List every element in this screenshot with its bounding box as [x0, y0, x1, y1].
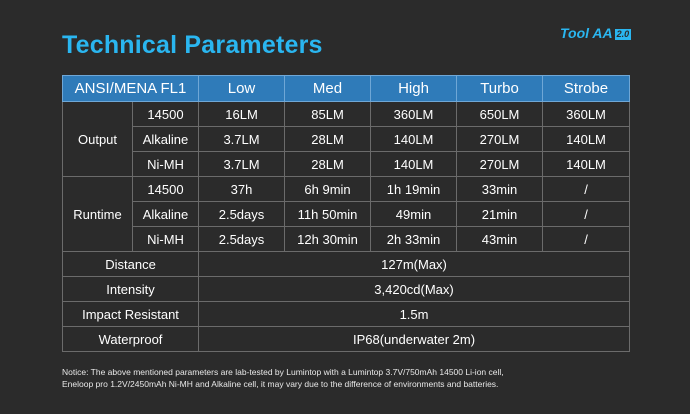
table-cell: 2h 33min [370, 226, 458, 252]
notice-line: Eneloop pro 1.2V/2450mAh Ni-MH and Alkal… [62, 379, 499, 389]
waterproof-label: Waterproof [61, 326, 200, 352]
output-group-label: Output [62, 101, 133, 177]
impact-resistant-label: Impact Resistant [61, 301, 200, 327]
table-cell: 360LM [542, 101, 631, 127]
header-turbo: Turbo [456, 75, 544, 102]
table-cell: 270LM [456, 126, 544, 152]
table-cell: 21min [456, 201, 544, 227]
header-high: High [370, 75, 458, 102]
parameters-table: ANSI/MENA FL1 Low Med High Turbo Strobe … [61, 75, 631, 352]
table-cell: 270LM [456, 151, 544, 177]
header-strobe: Strobe [542, 75, 631, 102]
table-cell: 11h 50min [284, 201, 372, 227]
table-cell: 6h 9min [284, 176, 372, 202]
brand-logo: Tool AA 2.0 [560, 25, 632, 41]
table-cell: 2.5days [198, 201, 286, 227]
battery-label: Alkaline [131, 126, 200, 152]
impact-resistant-value: 1.5m [198, 301, 631, 327]
battery-label: Ni-MH [131, 226, 200, 252]
table-row: Impact Resistant 1.5m [61, 301, 631, 327]
brand-name: Tool AA [560, 25, 613, 41]
table-cell: 37h [198, 176, 286, 202]
table-row: Waterproof IP68(underwater 2m) [61, 326, 631, 352]
table-cell: / [542, 176, 631, 202]
intensity-label: Intensity [61, 276, 200, 302]
battery-label: 14500 [131, 176, 200, 202]
battery-label: Alkaline [131, 201, 200, 227]
table-row: Intensity 3,420cd(Max) [61, 276, 631, 302]
table-cell: 3.7LM [198, 126, 286, 152]
table-cell: 140LM [542, 126, 631, 152]
table-cell: 28LM [284, 151, 372, 177]
table-cell: 49min [370, 201, 458, 227]
notice-line: Notice: The above mentioned parameters a… [62, 367, 504, 377]
table-header-row: ANSI/MENA FL1 Low Med High Turbo Strobe [61, 75, 631, 102]
table-cell: 360LM [370, 101, 458, 127]
header-med: Med [284, 75, 372, 102]
table-row: Ni-MH 2.5days 12h 30min 2h 33min 43min / [63, 226, 631, 252]
table-cell: 1h 19min [370, 176, 458, 202]
table-cell: 33min [456, 176, 544, 202]
table-cell: / [542, 226, 631, 252]
table-cell: 85LM [284, 101, 372, 127]
runtime-group-label: Runtime [62, 176, 133, 252]
table-cell: 140LM [370, 126, 458, 152]
table-row: Alkaline 3.7LM 28LM 140LM 270LM 140LM [63, 126, 631, 152]
table-cell: 12h 30min [284, 226, 372, 252]
table-cell: 650LM [456, 101, 544, 127]
intensity-value: 3,420cd(Max) [198, 276, 631, 302]
table-cell: / [542, 201, 631, 227]
notice-text: Notice: The above mentioned parameters a… [62, 366, 662, 390]
header-standard: ANSI/MENA FL1 [61, 75, 200, 102]
table-cell: 16LM [198, 101, 286, 127]
table-row: Alkaline 2.5days 11h 50min 49min 21min / [63, 201, 631, 227]
table-cell: 2.5days [198, 226, 286, 252]
distance-value: 127m(Max) [198, 251, 631, 277]
table-cell: 43min [456, 226, 544, 252]
table-row: Runtime 14500 37h 6h 9min 1h 19min 33min… [62, 176, 631, 252]
table-row: Output 14500 16LM 85LM 360LM 650LM 360LM [62, 101, 631, 177]
table-row: Distance 127m(Max) [61, 251, 631, 277]
battery-label: 14500 [131, 101, 200, 127]
battery-label: Ni-MH [131, 151, 200, 177]
distance-label: Distance [61, 251, 200, 277]
waterproof-value: IP68(underwater 2m) [198, 326, 631, 352]
table-cell: 140LM [370, 151, 458, 177]
table-cell: 3.7LM [198, 151, 286, 177]
table-cell: 140LM [542, 151, 631, 177]
table-cell: 28LM [284, 126, 372, 152]
page-title: Technical Parameters [62, 31, 323, 59]
table-row: Ni-MH 3.7LM 28LM 140LM 270LM 140LM [63, 151, 631, 177]
brand-version: 2.0 [614, 29, 632, 40]
header-low: Low [198, 75, 286, 102]
